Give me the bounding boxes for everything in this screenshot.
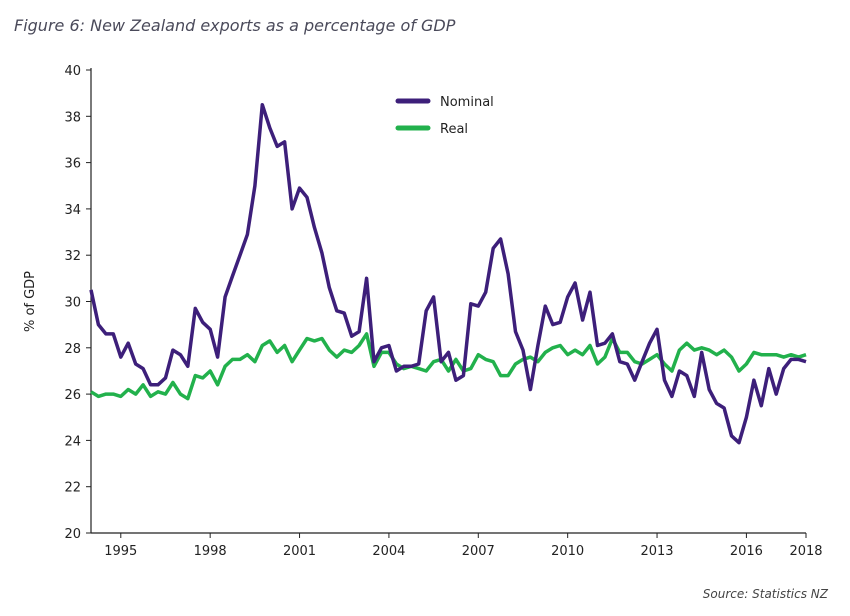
legend-label-real: Real [440, 122, 468, 137]
x-tick-label: 2004 [372, 544, 405, 559]
y-tick-label: 32 [64, 249, 81, 264]
y-tick-label: 22 [64, 481, 81, 496]
y-tick-label: 36 [64, 157, 81, 172]
x-tick-label: 2007 [462, 544, 495, 559]
x-tick-label: 2001 [283, 544, 316, 559]
source-note: Source: Statistics NZ [702, 587, 828, 601]
y-axis-label: % of GDP [23, 271, 38, 332]
y-tick-label: 38 [64, 110, 81, 125]
y-tick-label: 20 [64, 527, 81, 542]
x-tick-label: 2013 [640, 544, 673, 559]
y-tick-label: 24 [64, 434, 81, 449]
x-tick-label: 1998 [194, 544, 227, 559]
series-line-nominal [89, 102, 807, 445]
chart-title: Figure 6: New Zealand exports as a perce… [14, 16, 456, 35]
x-tick-label: 1995 [104, 544, 137, 559]
legend-label-nominal: Nominal [440, 95, 494, 110]
y-tick-label: 30 [64, 296, 81, 311]
y-tick-label: 28 [64, 342, 81, 357]
series-line-real [90, 332, 807, 401]
x-tick-label: 2016 [730, 544, 763, 559]
x-tick-label: 2010 [551, 544, 584, 559]
y-tick-label: 34 [64, 203, 81, 218]
y-tick-label: 26 [64, 388, 81, 403]
x-tick-label: 2018 [789, 544, 822, 559]
y-tick-label: 40 [64, 64, 81, 79]
